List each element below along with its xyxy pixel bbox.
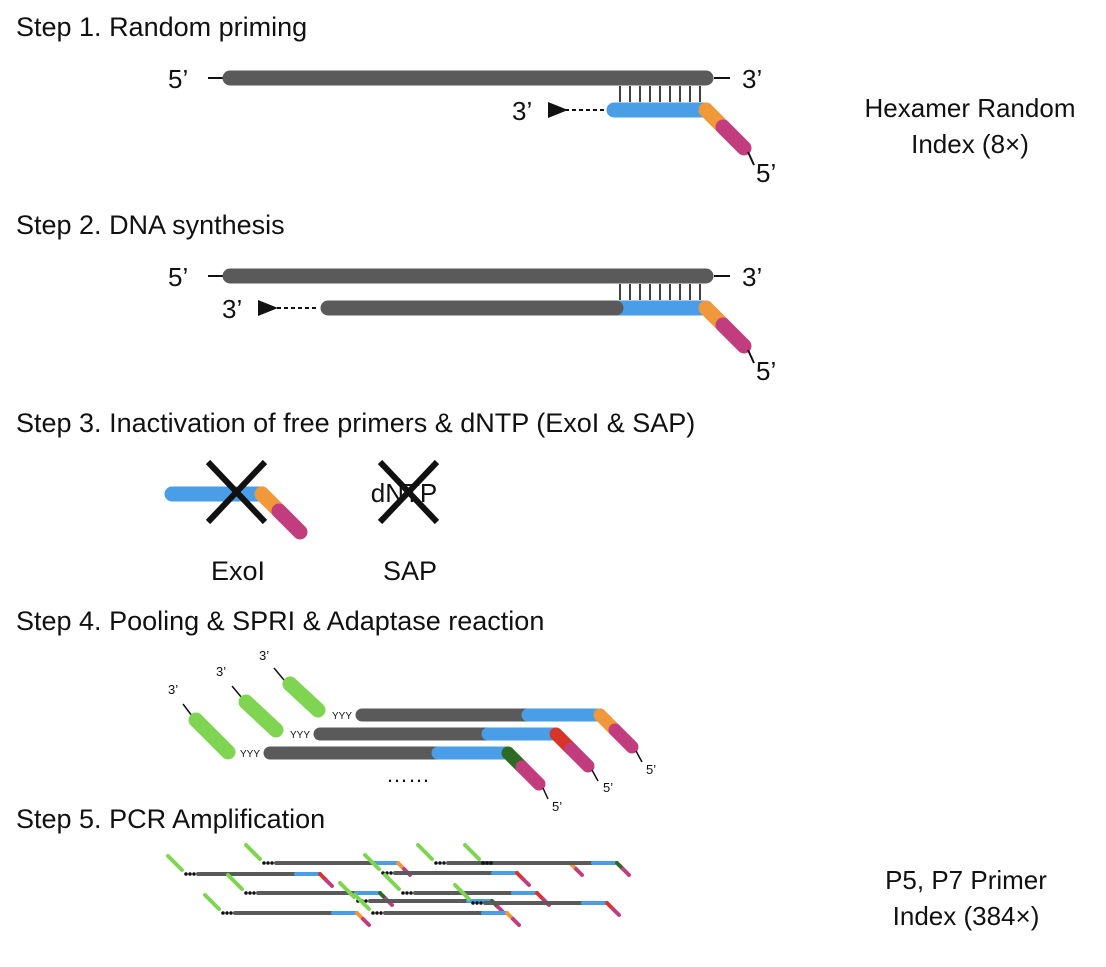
adaptase-tail bbox=[282, 676, 326, 718]
pcr-product-molecule bbox=[244, 843, 412, 877]
molecule-3-5-prime-label: 5’ bbox=[552, 799, 562, 814]
adapter-segment bbox=[715, 119, 752, 156]
molecule-1-5-prime-label: 5’ bbox=[646, 762, 656, 777]
strand-3-prime-label: 3’ bbox=[222, 294, 242, 324]
base-pairing-ticks bbox=[619, 86, 701, 102]
pcr-product-molecule bbox=[453, 883, 621, 917]
step-3-title: Step 3. Inactivation of free primers & d… bbox=[16, 408, 696, 438]
adaptase-molecule-3: 3’ YYY 5’ bbox=[168, 682, 562, 814]
hexamer-index-line1: Hexamer Random bbox=[864, 93, 1076, 123]
pcr-product-molecule bbox=[463, 843, 631, 877]
primer-5-prime-label: 5’ bbox=[756, 356, 776, 386]
adapter-segment bbox=[715, 317, 752, 354]
adapter-segment bbox=[515, 760, 546, 791]
step-2-figure: 5’ 3’ 5’ 3’ bbox=[168, 262, 776, 386]
template-5-prime-label: 5’ bbox=[168, 64, 188, 94]
pcr-primer-index-label: P5, P7 Primer Index (384×) bbox=[846, 862, 1086, 934]
sap-label: SAP bbox=[383, 556, 437, 586]
primer-3-prime-label: 3’ bbox=[512, 96, 532, 126]
hexamer-index-line2: Index (8×) bbox=[911, 129, 1029, 159]
template-3-prime-label: 3’ bbox=[742, 64, 762, 94]
exoi-cross-icon bbox=[205, 459, 268, 525]
sap-cross-icon bbox=[377, 459, 440, 525]
yyy-tail: YYY bbox=[332, 711, 352, 722]
pcr-product-molecule bbox=[338, 881, 506, 915]
molecule-3-3-prime-label: 3’ bbox=[168, 682, 178, 697]
step-5-figure bbox=[166, 843, 631, 927]
base-pairing-ticks bbox=[619, 284, 701, 300]
adaptase-tail bbox=[238, 694, 284, 738]
adapter-segment bbox=[608, 723, 639, 754]
step-4-title: Step 4. Pooling & SPRI & Adaptase reacti… bbox=[16, 606, 545, 636]
adaptase-molecule-1: 3’ YYY 5’ bbox=[259, 648, 656, 777]
molecule-2-5-prime-label: 5’ bbox=[603, 780, 613, 795]
step-3-figure: ExoI dNTP SAP bbox=[164, 459, 440, 586]
step-5-title: Step 5. PCR Amplification bbox=[16, 804, 326, 834]
free-primer-adapter bbox=[271, 503, 308, 540]
pcr-product-molecule bbox=[416, 843, 584, 877]
pcr-primer-index-line2: Index (384×) bbox=[892, 901, 1040, 931]
pcr-product-molecule bbox=[363, 853, 531, 887]
adapter-segment bbox=[564, 742, 595, 773]
pcr-product-molecule bbox=[353, 893, 521, 927]
more-molecules-ellipsis: …… bbox=[386, 762, 430, 787]
step-4-figure: 3’ YYY 5’ 3’ YYY 5’ 3’ bbox=[168, 648, 656, 814]
adaptase-molecule-2: 3’ YYY 5’ bbox=[216, 664, 613, 795]
pcr-product-molecule bbox=[203, 893, 371, 927]
exoi-label: ExoI bbox=[211, 556, 265, 586]
primer-5-end-line bbox=[747, 151, 755, 166]
hexamer-index-label: Hexamer Random Index (8×) bbox=[850, 90, 1090, 162]
template-5-prime-label: 5’ bbox=[168, 262, 188, 292]
template-3-prime-label: 3’ bbox=[742, 262, 762, 292]
step-2-title: Step 2. DNA synthesis bbox=[16, 210, 285, 240]
yyy-tail: YYY bbox=[240, 749, 260, 760]
primer-5-prime-label: 5’ bbox=[756, 158, 776, 188]
adaptase-tail bbox=[188, 712, 236, 760]
pcr-product-molecule bbox=[166, 854, 334, 888]
yyy-tail: YYY bbox=[290, 730, 310, 741]
pcr-primer-index-line1: P5, P7 Primer bbox=[885, 865, 1047, 895]
step-1-figure: 5’ 3’ 5’ 3’ bbox=[168, 64, 776, 188]
step-1-title: Step 1. Random priming bbox=[16, 12, 308, 42]
molecule-2-3-prime-label: 3’ bbox=[216, 664, 226, 679]
molecule-1-3-prime-label: 3’ bbox=[259, 648, 269, 663]
